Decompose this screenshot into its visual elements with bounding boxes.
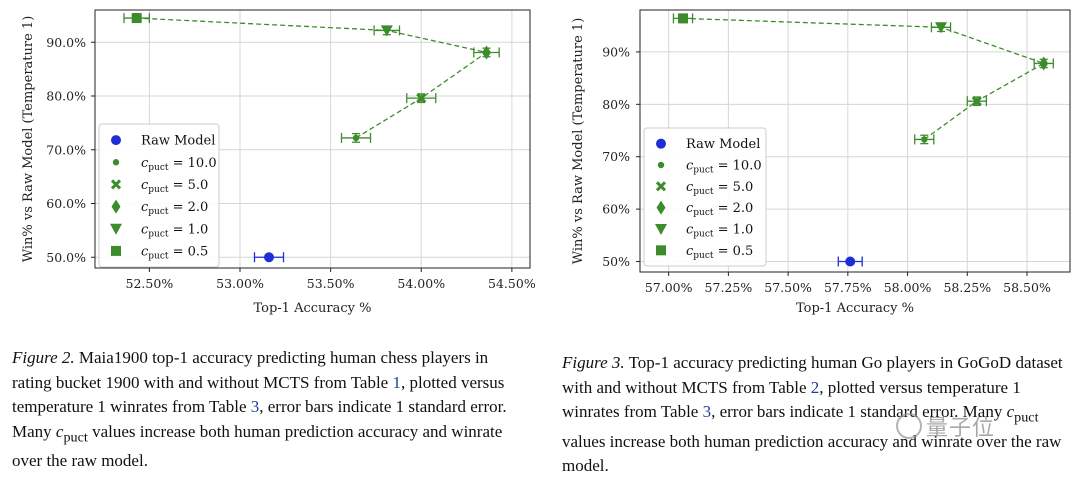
legend-label-cpuct: cpuct = 10.0 bbox=[141, 156, 217, 173]
data-point-dot bbox=[352, 134, 360, 142]
chart-figure-3: 57.00% 57.25% 57.50% 57.75% 58.00% 58.25% 58.5… bbox=[571, 9, 1071, 316]
cpuct-subscript: puct bbox=[63, 428, 88, 445]
legend-label-cpuct: cpuct = 0.5 bbox=[141, 244, 208, 261]
caption-text: , plotted versus temperature 1 winrates … bbox=[562, 377, 1021, 422]
data-point-dot bbox=[921, 136, 928, 143]
raw-model-point bbox=[845, 256, 856, 267]
x-tick-label: 53.00% bbox=[216, 276, 264, 291]
cpuct-symbol: c bbox=[1006, 402, 1015, 421]
data-point-square bbox=[131, 13, 142, 24]
legend-label-cpuct: cpuct = 0.5 bbox=[686, 244, 753, 261]
cpuct-symbol: c bbox=[55, 421, 64, 441]
data-point-triangle bbox=[935, 22, 947, 34]
caption-text: Top-1 accuracy predicting human Go playe… bbox=[562, 353, 1063, 397]
y-tick-label: 60.0% bbox=[46, 196, 86, 211]
table-ref-link[interactable]: 2 bbox=[810, 377, 820, 397]
legend-box bbox=[98, 123, 220, 268]
figure-3: 57.00% 57.25% 57.50% 57.75% 58.00% 58.25% 58.5… bbox=[540, 0, 1080, 479]
x-tick-label: 54.00% bbox=[397, 276, 445, 291]
x-tick-label: 58.25% bbox=[943, 280, 991, 295]
data-point-diamond bbox=[1039, 56, 1049, 71]
caption-label: Figure 3. bbox=[562, 353, 625, 372]
x-tick-label: 58.00% bbox=[884, 280, 932, 295]
y-tick-label: 50% bbox=[602, 254, 630, 269]
caption-text: Maia1900 top-1 accuracy predicting human… bbox=[12, 348, 489, 392]
table-ref-link[interactable]: 3 bbox=[702, 402, 712, 421]
legend-label-raw-model: Raw Model bbox=[686, 137, 760, 152]
legend-label-cpuct: cpuct = 1.0 bbox=[141, 222, 208, 239]
legend-marker-raw-model bbox=[111, 135, 121, 146]
legend-label-cpuct: cpuct = 5.0 bbox=[141, 178, 208, 195]
data-point-x bbox=[416, 93, 427, 104]
legend-label-raw-model: Raw Model bbox=[141, 134, 215, 149]
figure-2: 52.50% 53.00% 53.50% 54.00% 54.50% 50.0% 60.0%… bbox=[12, 9, 536, 474]
legend-label-cpuct: cpuct = 5.0 bbox=[686, 180, 753, 197]
legend-marker-square bbox=[111, 245, 121, 256]
x-tick-label: 53.50% bbox=[307, 276, 355, 291]
y-tick-label: 70.0% bbox=[46, 142, 86, 157]
x-axis-label: Top-1 Accuracy % bbox=[253, 301, 371, 316]
y-tick-label: 70% bbox=[602, 149, 630, 164]
x-tick-label: 57.50% bbox=[764, 280, 812, 295]
table-ref-link[interactable]: 1 bbox=[392, 372, 401, 392]
x-axis-label: Top-1 Accuracy % bbox=[796, 301, 914, 316]
table-ref-link[interactable]: 3 bbox=[250, 397, 260, 416]
y-tick-label: 90.0% bbox=[46, 35, 86, 50]
raw-model-point bbox=[264, 252, 274, 263]
legend-marker-square bbox=[656, 245, 666, 256]
data-point-x bbox=[971, 96, 982, 107]
legend-label-cpuct: cpuct = 2.0 bbox=[141, 200, 208, 217]
plot-frame bbox=[639, 9, 1071, 273]
legend-box bbox=[643, 127, 767, 267]
y-tick-label: 60% bbox=[602, 202, 630, 217]
legend-marker-diamond bbox=[656, 200, 666, 215]
caption-text: values increase both human prediction ac… bbox=[562, 431, 1062, 476]
cpuct-subscript: puct bbox=[1014, 409, 1039, 426]
watermark: 量子位 bbox=[896, 410, 995, 442]
legend: Raw Model cpuct = 10.0 cpuct = 5.0 cpuct = … bbox=[643, 127, 767, 267]
legend: Raw Model cpuct = 10.0 cpuct = 5.0 cpuct = … bbox=[98, 123, 220, 268]
x-tick-label: 54.50% bbox=[488, 276, 536, 291]
x-tick-label: 52.50% bbox=[126, 276, 174, 291]
legend-marker-x bbox=[655, 181, 667, 192]
x-tick-label: 58.50% bbox=[1003, 280, 1051, 295]
legend-marker-x bbox=[110, 179, 122, 190]
y-tick-label: 80.0% bbox=[46, 89, 86, 104]
chart-figure-2: 52.50% 53.00% 53.50% 54.00% 54.50% 50.0% 60.0%… bbox=[21, 9, 536, 316]
y-tick-label: 90% bbox=[602, 44, 630, 59]
y-axis-label: Win% vs Raw Model (Temperature 1) bbox=[21, 16, 36, 263]
legend-marker-triangle bbox=[655, 224, 667, 235]
data-point-diamond bbox=[482, 45, 491, 60]
y-tick-label: 50.0% bbox=[46, 250, 86, 265]
caption-text: , error bars indicate 1 standard error. … bbox=[12, 397, 507, 441]
x-tick-label: 57.75% bbox=[824, 280, 872, 295]
legend-label-cpuct: cpuct = 1.0 bbox=[686, 223, 753, 240]
legend-marker-dot bbox=[657, 161, 665, 169]
legend-marker-raw-model bbox=[656, 138, 666, 149]
caption-text: , plotted versus temperature 1 winrates … bbox=[12, 372, 505, 417]
legend-label-cpuct: cpuct = 2.0 bbox=[686, 201, 753, 218]
caption-figure-3: Figure 3. Top-1 accuracy predicting huma… bbox=[562, 351, 1074, 479]
legend-marker-diamond bbox=[111, 199, 121, 214]
caption-figure-2: Figure 2. Maia1900 top-1 accuracy predic… bbox=[12, 346, 532, 474]
caption-text: , error bars indicate 1 standard error. … bbox=[711, 402, 1007, 421]
data-point-square bbox=[678, 13, 688, 24]
legend-marker-triangle bbox=[110, 223, 122, 235]
wechat-icon bbox=[896, 413, 922, 439]
plot-frame bbox=[94, 9, 531, 269]
y-tick-label: 80% bbox=[602, 97, 630, 112]
x-tick-label: 57.00% bbox=[645, 280, 693, 295]
legend-label-cpuct: cpuct = 10.0 bbox=[686, 159, 762, 176]
data-point-triangle bbox=[380, 25, 393, 37]
caption-text: values increase both human prediction ac… bbox=[12, 421, 503, 471]
series-dashed-line bbox=[136, 17, 489, 139]
caption-label: Figure 2. bbox=[12, 348, 75, 367]
watermark-text: 量子位 bbox=[926, 416, 996, 441]
series-dashed-line bbox=[682, 17, 1046, 140]
legend-marker-dot bbox=[112, 159, 120, 166]
y-axis-label: Win% vs Raw Model (Temperature 1) bbox=[571, 18, 586, 265]
x-tick-label: 57.25% bbox=[705, 280, 753, 295]
